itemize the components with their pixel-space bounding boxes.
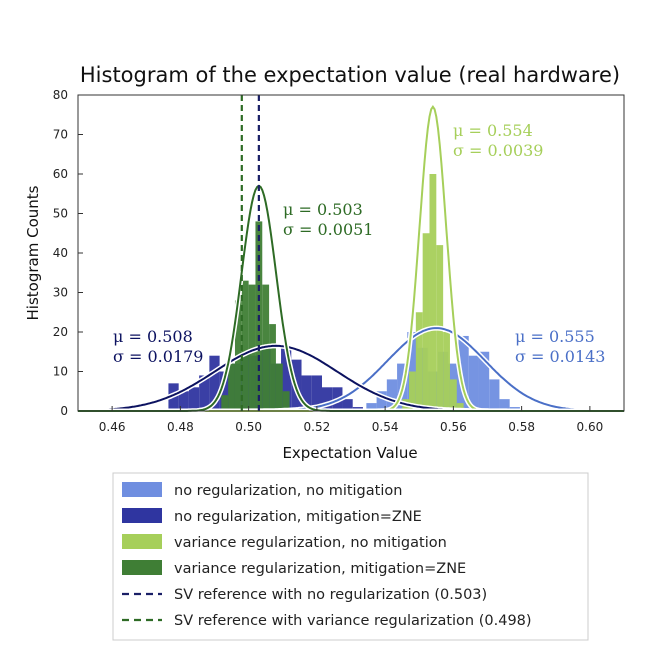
sigma-annotation: σ = 0.0051: [283, 220, 373, 239]
sigma-annotation: σ = 0.0179: [113, 347, 203, 366]
x-tick-label: 0.60: [577, 420, 604, 434]
y-axis-label: Histogram Counts: [24, 185, 42, 320]
legend-label: variance regularization, no mitigation: [174, 535, 447, 551]
legend-label: variance regularization, mitigation=ZNE: [174, 561, 466, 577]
y-tick-label: 60: [53, 167, 68, 181]
y-tick-label: 20: [53, 325, 68, 339]
legend-label: no regularization, no mitigation: [174, 483, 402, 499]
mu-annotation: μ = 0.555: [515, 327, 595, 346]
x-tick-label: 0.58: [508, 420, 535, 434]
y-tick-label: 10: [53, 365, 68, 379]
histogram-bar: [409, 371, 416, 411]
mu-annotation: μ = 0.554: [453, 121, 533, 140]
histogram-bar: [311, 375, 322, 411]
sigma-annotation: σ = 0.0143: [515, 347, 605, 366]
histogram-bar: [499, 399, 510, 411]
x-tick-label: 0.46: [99, 420, 126, 434]
legend-swatch: [122, 560, 162, 575]
legend-label: no regularization, mitigation=ZNE: [174, 509, 422, 525]
histogram-bar: [342, 399, 353, 411]
y-tick-label: 50: [53, 207, 68, 221]
histogram-bar: [281, 347, 292, 411]
histogram-bar: [209, 355, 220, 411]
histogram-bar: [321, 387, 333, 411]
histogram-bar: [468, 355, 479, 411]
chart-title: Histogram of the expectation value (real…: [80, 63, 620, 87]
histogram-bar: [221, 395, 229, 411]
legend-swatch: [122, 534, 162, 549]
x-tick-label: 0.54: [372, 420, 399, 434]
x-axis-label: Expectation Value: [282, 444, 417, 462]
histogram-bar: [478, 351, 490, 411]
x-tick-label: 0.48: [167, 420, 194, 434]
histogram-bar: [199, 375, 210, 411]
plot-frame: [77, 94, 625, 412]
histogram-bar: [376, 391, 387, 411]
histogram-bar: [188, 387, 200, 411]
histogram-bar: [301, 375, 312, 411]
x-tick-label: 0.52: [304, 420, 331, 434]
legend-label: SV reference with variance regularizatio…: [174, 613, 532, 629]
legend: [112, 472, 589, 641]
sigma-annotation: σ = 0.0039: [453, 141, 543, 160]
histogram-bar: [415, 312, 423, 411]
legend-swatch: [122, 482, 162, 497]
histogram-bar: [386, 379, 398, 411]
histogram-bar: [241, 280, 249, 411]
legend-swatch: [122, 508, 162, 523]
mu-annotation: μ = 0.503: [283, 200, 363, 219]
histogram-bar: [269, 324, 276, 411]
y-tick-label: 40: [53, 246, 68, 260]
histogram-bar: [456, 403, 464, 411]
legend-label: SV reference with no regularization (0.5…: [174, 587, 487, 603]
histogram-bar: [366, 403, 377, 411]
histogram-bar: [458, 335, 469, 411]
histogram-bar: [429, 174, 437, 411]
x-tick-label: 0.56: [440, 420, 467, 434]
histogram-bar: [228, 363, 235, 411]
histogram-bar: [443, 332, 450, 411]
histogram-bar: [275, 363, 283, 411]
y-tick-label: 80: [53, 88, 68, 102]
histogram-bar: [489, 379, 500, 411]
histogram-bar: [219, 371, 230, 411]
histogram-bar: [178, 391, 189, 411]
y-tick-label: 0: [60, 404, 68, 418]
x-tick-label: 0.50: [235, 420, 262, 434]
y-tick-label: 30: [53, 286, 68, 300]
histogram-bar: [282, 391, 290, 411]
histogram-bar: [422, 233, 430, 411]
y-tick-label: 70: [53, 128, 68, 142]
mu-annotation: μ = 0.508: [113, 327, 193, 346]
histogram-bar: [248, 284, 256, 411]
histogram-bar: [449, 379, 457, 411]
